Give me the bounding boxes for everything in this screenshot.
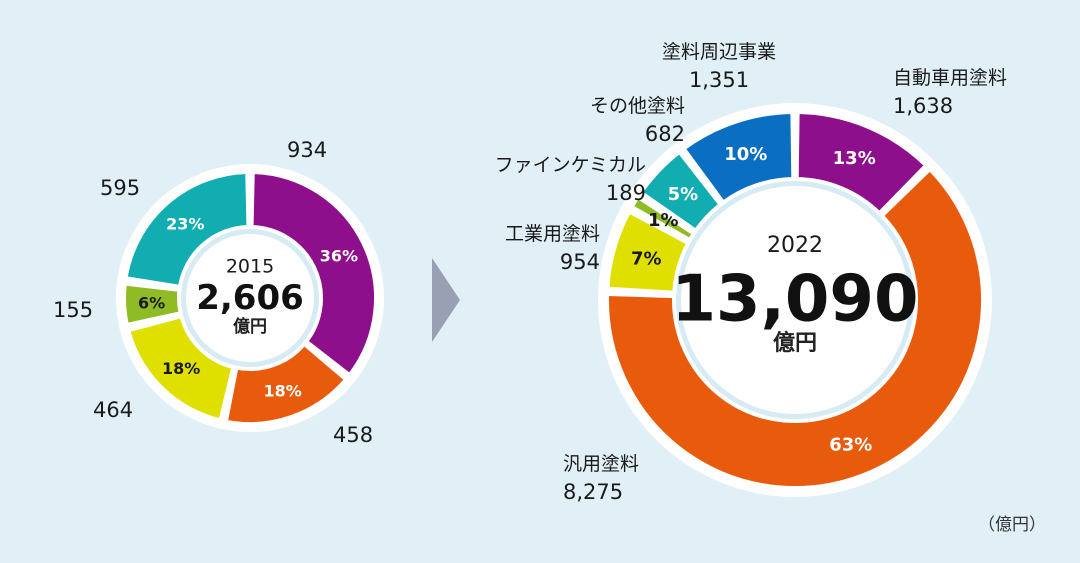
arrow-icon bbox=[432, 258, 460, 342]
label-2015-other: 595 bbox=[100, 176, 141, 200]
label-2022-auto: 自動車用塗料 1,638 bbox=[893, 66, 1007, 120]
label-2022-other: その他塗料 682 bbox=[590, 94, 685, 148]
svg-text:23%: 23% bbox=[166, 215, 204, 234]
svg-text:36%: 36% bbox=[320, 246, 358, 265]
label-2015-general: 458 bbox=[333, 423, 374, 447]
svg-text:7%: 7% bbox=[631, 248, 662, 269]
segment-3 bbox=[122, 281, 184, 328]
category-value: 682 bbox=[644, 121, 685, 146]
svg-text:億円: 億円 bbox=[233, 316, 267, 337]
category-name: その他塗料 bbox=[589, 95, 685, 117]
svg-text:億円: 億円 bbox=[773, 330, 817, 356]
category-name: 工業用塗料 bbox=[504, 223, 600, 245]
category-name: ファインケミカル bbox=[494, 154, 646, 176]
label-2022-industrial: 工業用塗料 954 bbox=[505, 222, 600, 276]
category-name: 自動車用塗料 bbox=[893, 67, 1008, 89]
unit-note: （億円） bbox=[978, 515, 1046, 535]
category-value: 1,638 bbox=[893, 93, 954, 118]
segment-0 bbox=[249, 169, 378, 378]
svg-text:13,090: 13,090 bbox=[672, 262, 919, 336]
svg-text:2,606: 2,606 bbox=[196, 278, 304, 318]
category-name: 塗料周辺事業 bbox=[662, 41, 777, 63]
segment-5 bbox=[680, 109, 796, 206]
label-2022-general: 汎用塗料 8,275 bbox=[563, 452, 639, 506]
category-value: 8,275 bbox=[563, 479, 624, 504]
label-2015-fine: 155 bbox=[53, 298, 94, 322]
svg-text:2015: 2015 bbox=[226, 256, 274, 278]
segment-2 bbox=[605, 208, 691, 295]
label-2015-auto: 934 bbox=[287, 138, 328, 162]
svg-text:10%: 10% bbox=[724, 144, 767, 165]
segment-1 bbox=[223, 341, 349, 426]
svg-text:6%: 6% bbox=[138, 294, 165, 313]
segment-2 bbox=[125, 313, 236, 423]
svg-text:5%: 5% bbox=[668, 184, 699, 205]
category-name: 汎用塗料 bbox=[563, 453, 640, 475]
svg-text:18%: 18% bbox=[162, 359, 200, 378]
label-2015-industrial: 464 bbox=[93, 398, 134, 422]
svg-text:13%: 13% bbox=[833, 148, 876, 169]
segment-3 bbox=[628, 194, 697, 243]
segment-4 bbox=[637, 148, 724, 234]
segment-1 bbox=[605, 166, 985, 490]
svg-text:2022: 2022 bbox=[767, 233, 823, 258]
svg-text:63%: 63% bbox=[829, 435, 872, 456]
category-value: 954 bbox=[559, 249, 600, 274]
svg-text:18%: 18% bbox=[263, 382, 301, 401]
label-2022-fine: ファインケミカル 189 bbox=[495, 153, 646, 207]
category-value: 1,351 bbox=[688, 67, 750, 92]
segment-4 bbox=[123, 169, 251, 290]
label-2022-peripheral: 塗料周辺事業 1,351 bbox=[662, 40, 776, 94]
segment-0 bbox=[794, 109, 930, 217]
category-value: 189 bbox=[605, 180, 646, 205]
